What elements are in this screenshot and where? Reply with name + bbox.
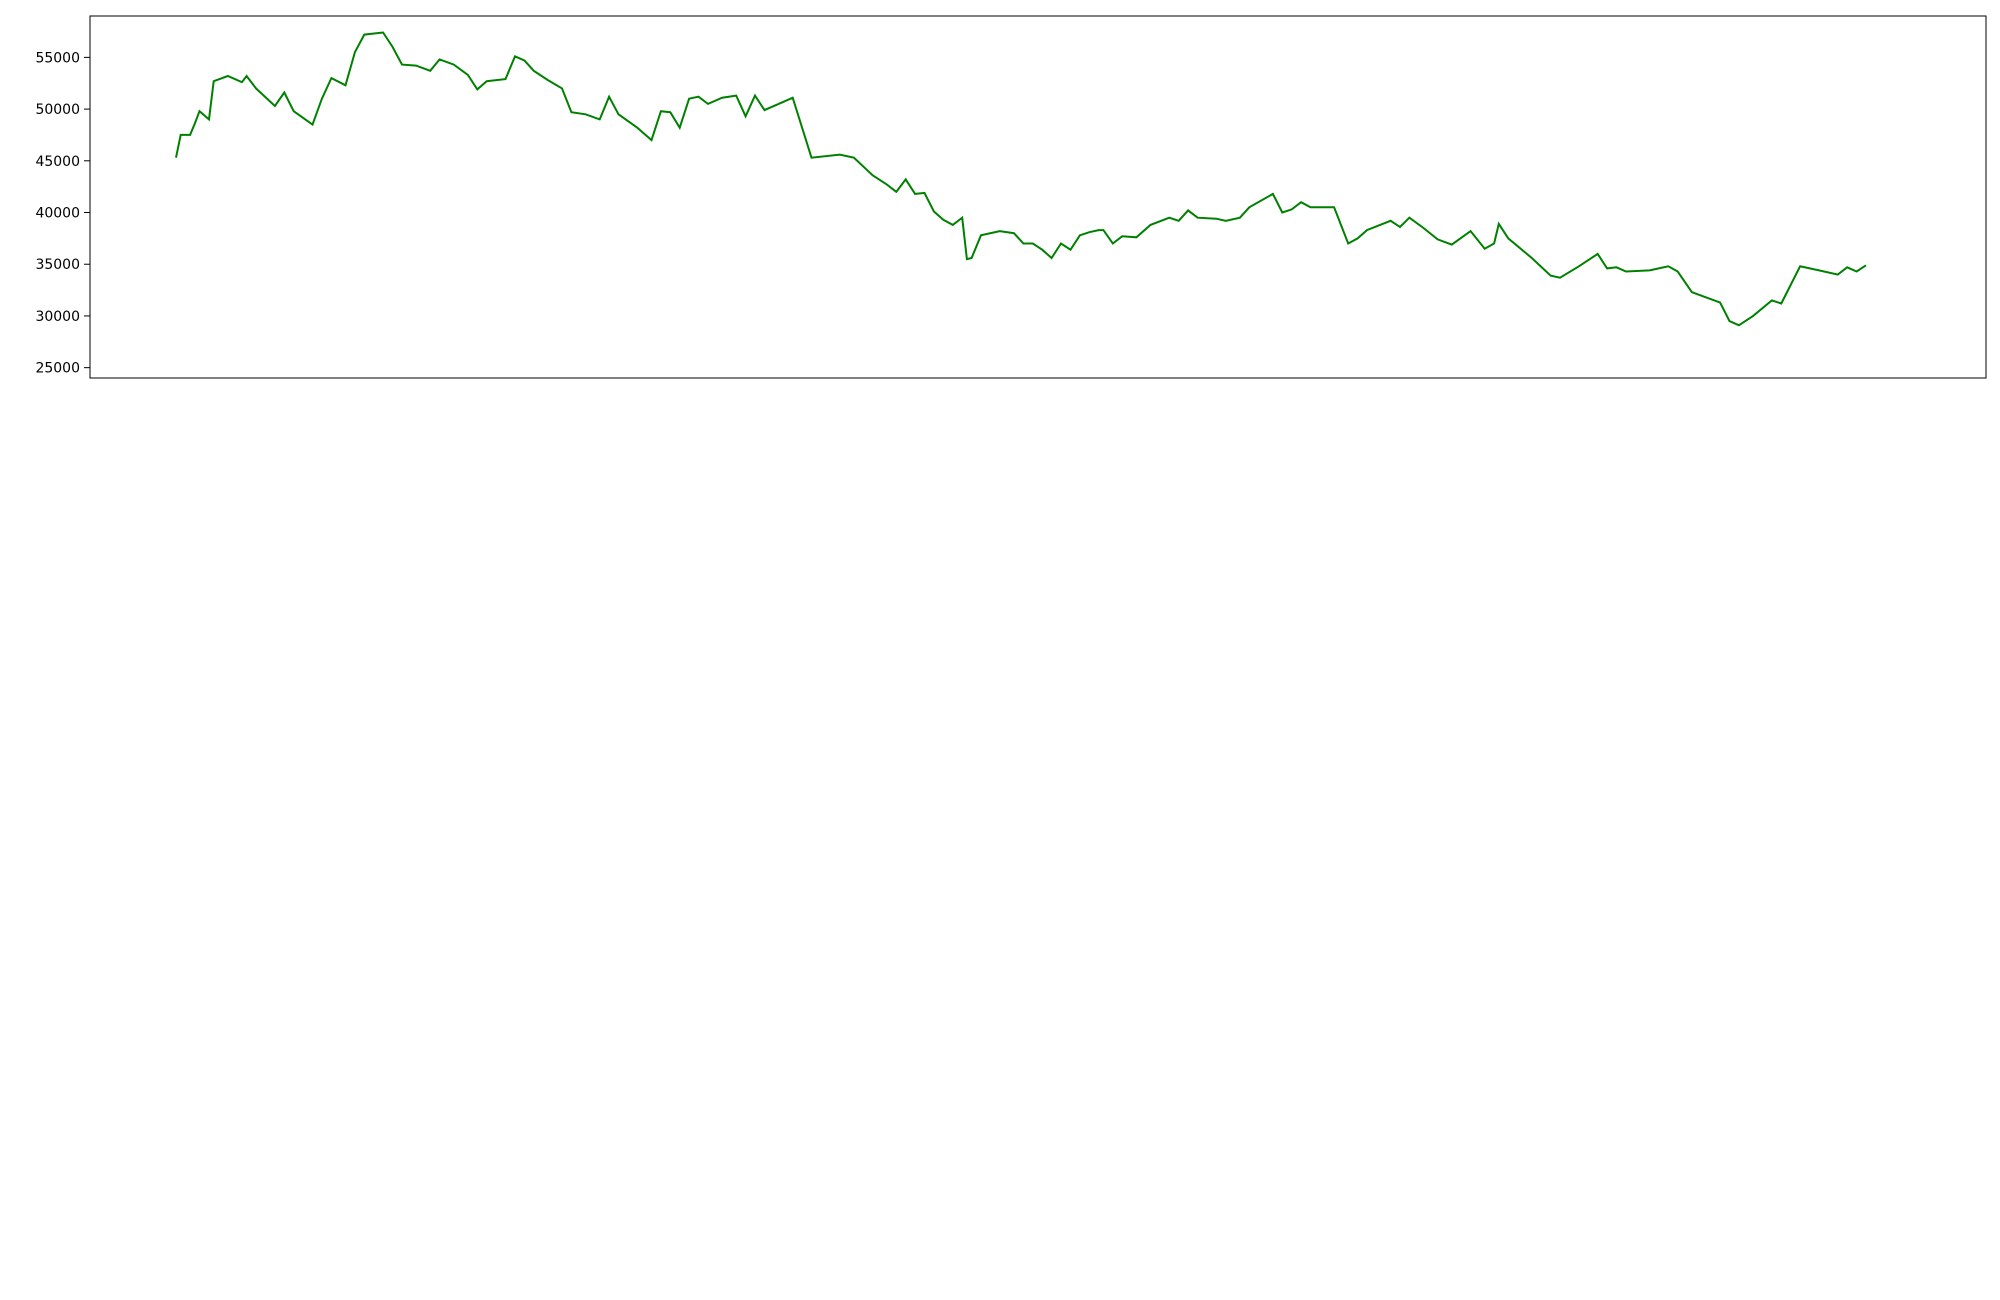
- panel-price: 25000 30000 35000 40000 45000 50000 55000: [35, 15, 1987, 379]
- y-tick-label: 35000: [35, 257, 80, 273]
- panel-frame: [89, 15, 1987, 379]
- y-tick-label: 55000: [35, 50, 80, 66]
- y-tick-label: 25000: [35, 361, 80, 377]
- price-line: [175, 31, 1867, 327]
- y-tick-label: 50000: [35, 102, 80, 118]
- y-tick-label: 30000: [35, 309, 80, 325]
- y-tick-label: 40000: [35, 206, 80, 222]
- y-tick-label: 45000: [35, 154, 80, 170]
